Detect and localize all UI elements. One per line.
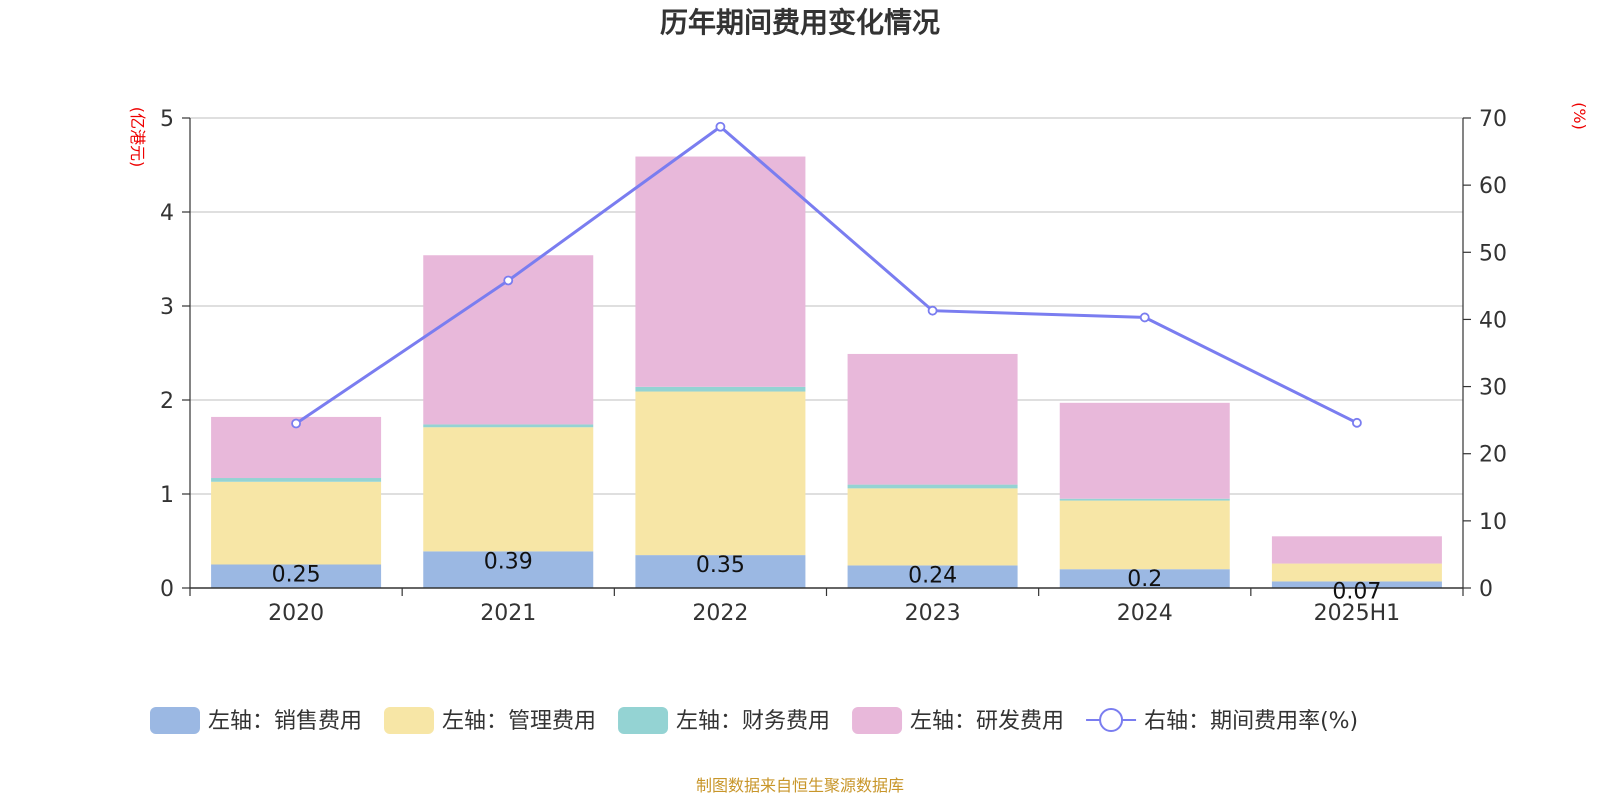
right-tick-label: 40 <box>1479 308 1507 333</box>
right-tick-label: 10 <box>1479 510 1507 535</box>
bar-segment <box>423 551 594 588</box>
bar-segment <box>847 565 1018 588</box>
legend-swatch <box>150 707 200 734</box>
data-label: 0.39 <box>484 549 533 574</box>
left-tick-label: 1 <box>160 483 174 508</box>
legend-label: 左轴：财务费用 <box>676 709 830 734</box>
legend-label: 左轴：研发费用 <box>910 709 1064 734</box>
right-axis-unit: (%) <box>1570 102 1589 130</box>
bar-segment <box>211 564 382 588</box>
right-tick-label: 0 <box>1479 577 1493 602</box>
right-tick-label: 50 <box>1479 241 1507 266</box>
bar-segment <box>847 353 1018 485</box>
bar-segment <box>847 484 1018 489</box>
left-tick-label: 3 <box>160 295 174 320</box>
rate-line <box>295 124 1358 425</box>
grid-lines <box>190 117 1463 495</box>
bar-segment <box>635 555 806 588</box>
right-tick-label: 20 <box>1479 443 1507 468</box>
legend-swatch <box>852 707 903 734</box>
bar-segment <box>1059 402 1230 499</box>
bar-segment <box>847 488 1018 566</box>
x-tick-label: 2025H1 <box>1314 601 1401 626</box>
legend-label: 左轴：销售费用 <box>208 709 362 734</box>
data-label: 0.25 <box>272 563 321 588</box>
bar-segment <box>423 427 594 552</box>
line-point <box>1352 417 1362 428</box>
data-label: 0.07 <box>1332 579 1381 604</box>
legend-label: 右轴：期间费用率(%) <box>1144 709 1358 734</box>
left-tick-label: 2 <box>160 389 174 414</box>
x-tick-label: 2024 <box>1117 601 1173 626</box>
bar-segment <box>635 391 806 556</box>
bar-segment <box>635 156 806 387</box>
left-tick-label: 0 <box>160 577 174 602</box>
line-point <box>503 275 514 286</box>
line-point <box>291 418 301 429</box>
x-tick-label: 2021 <box>480 601 536 626</box>
x-tick-label: 2020 <box>268 601 324 626</box>
bar-segment <box>211 478 382 482</box>
bar-segment <box>1271 581 1442 588</box>
chart-title: 历年期间费用变化情况 <box>660 6 940 39</box>
line-point <box>927 305 938 316</box>
bar-segment <box>211 481 382 565</box>
x-tick-label: 2022 <box>692 601 748 626</box>
right-tick-label: 60 <box>1479 174 1507 199</box>
right-tick-label: 70 <box>1479 107 1507 132</box>
bar-segment <box>1059 498 1230 501</box>
x-tick-label: 2023 <box>905 601 961 626</box>
left-tick-label: 5 <box>160 107 174 132</box>
bar-segment <box>1059 500 1230 570</box>
bar-segment <box>635 386 806 392</box>
line-layer <box>291 121 1362 429</box>
bar-segment <box>1271 563 1442 582</box>
legend-label: 左轴：管理费用 <box>442 709 596 734</box>
bar-segment <box>423 424 594 428</box>
legend-swatch <box>618 707 669 734</box>
data-label: 0.24 <box>908 563 957 588</box>
left-tick-label: 4 <box>160 201 174 226</box>
data-label: 0.2 <box>1127 567 1162 592</box>
legend-circle-marker <box>1099 708 1124 732</box>
source-note: 制图数据来自恒生聚源数据库 <box>696 776 904 795</box>
right-tick-label: 30 <box>1479 376 1507 401</box>
data-label: 0.35 <box>696 553 745 578</box>
legend-swatch <box>384 707 435 734</box>
legend: 左轴：销售费用 左轴：管理费用 左轴：财务费用 左轴：研发费用 右轴：期间费用率(%) <box>150 707 1358 734</box>
line-point <box>715 121 726 132</box>
bar-segment <box>1271 536 1442 564</box>
line-point <box>1139 312 1150 323</box>
data-label-layer: 0.25 0.39 0.35 0.24 0.2 0.07 <box>272 549 1382 604</box>
left-axis-unit: (亿港元) <box>128 107 147 168</box>
bar-segment <box>1059 569 1230 588</box>
